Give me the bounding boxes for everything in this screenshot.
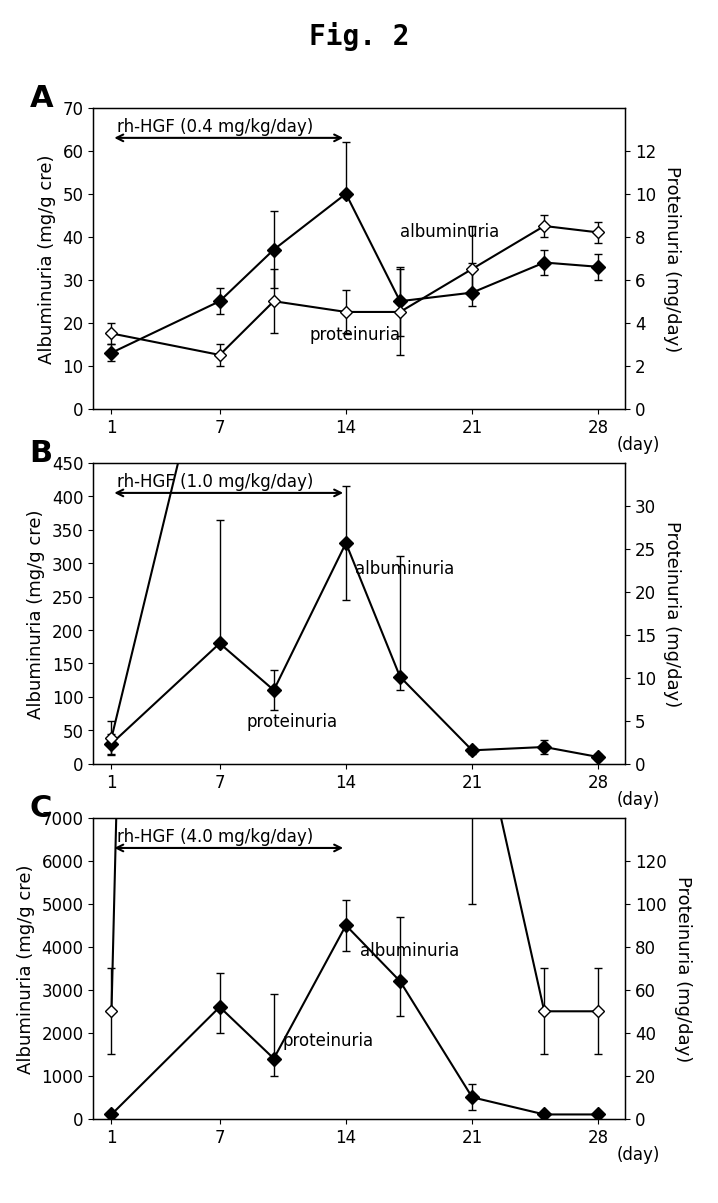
- Text: Fig. 2: Fig. 2: [309, 22, 409, 51]
- Y-axis label: Albuminuria (mg/g cre): Albuminuria (mg/g cre): [17, 864, 34, 1073]
- Text: proteinuria: proteinuria: [282, 1032, 373, 1050]
- Text: A: A: [29, 84, 53, 113]
- Text: (day): (day): [615, 792, 659, 808]
- Text: rh-HGF (1.0 mg/kg/day): rh-HGF (1.0 mg/kg/day): [117, 473, 313, 491]
- Text: B: B: [29, 439, 52, 468]
- Text: proteinuria: proteinuria: [246, 713, 337, 731]
- Text: albuminuria: albuminuria: [360, 942, 459, 960]
- Y-axis label: Proteinuria (mg/day): Proteinuria (mg/day): [663, 166, 681, 351]
- Y-axis label: Proteinuria (mg/day): Proteinuria (mg/day): [673, 876, 691, 1061]
- Text: (day): (day): [615, 1145, 659, 1163]
- Text: rh-HGF (0.4 mg/kg/day): rh-HGF (0.4 mg/kg/day): [117, 118, 313, 136]
- Text: albuminuria: albuminuria: [355, 559, 454, 577]
- Text: C: C: [29, 794, 52, 823]
- Text: rh-HGF (4.0 mg/kg/day): rh-HGF (4.0 mg/kg/day): [117, 828, 313, 846]
- Text: (day): (day): [615, 435, 659, 454]
- Y-axis label: Albuminuria (mg/g cre): Albuminuria (mg/g cre): [27, 509, 45, 718]
- Text: proteinuria: proteinuria: [309, 326, 401, 344]
- Text: albuminuria: albuminuria: [399, 224, 498, 241]
- Y-axis label: Proteinuria (mg/day): Proteinuria (mg/day): [663, 521, 681, 706]
- Y-axis label: Albuminuria (mg/g cre): Albuminuria (mg/g cre): [37, 154, 55, 363]
